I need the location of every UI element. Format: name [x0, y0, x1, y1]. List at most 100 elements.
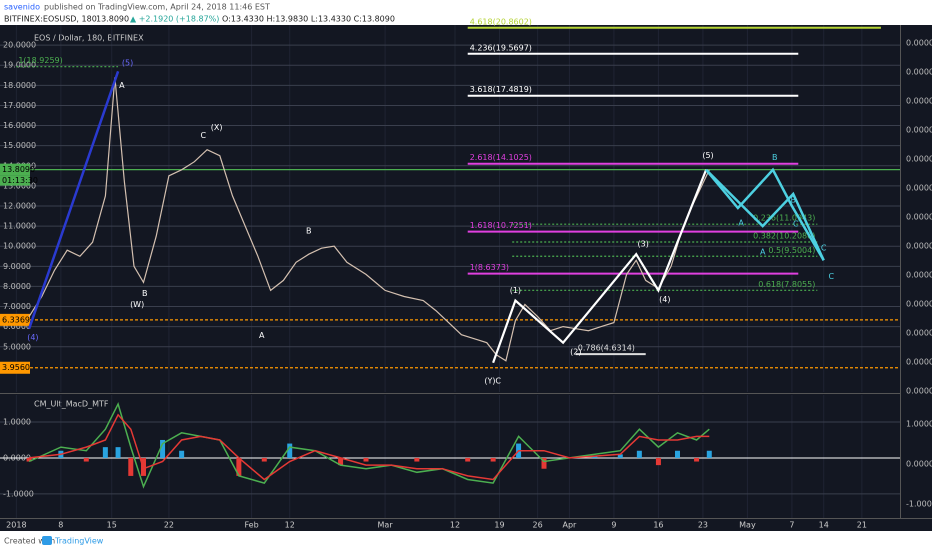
price-level-label: 3.9560 [2, 363, 30, 372]
x-tick-label: 15 [107, 521, 117, 530]
y-tick-label: 7.0000 [3, 302, 31, 311]
wave-label: (3) [637, 240, 648, 249]
histogram-bar [261, 457, 267, 462]
wave-label: C [200, 131, 206, 140]
histogram-bar [706, 450, 712, 458]
header-bg [0, 0, 932, 25]
line-series [492, 169, 708, 364]
histogram-bar [236, 457, 242, 476]
wave-label: (4) [27, 333, 38, 342]
brand[interactable]: TradingView [54, 537, 104, 546]
wave-label: C [793, 220, 799, 229]
right-axis-label: 0.0000 [906, 271, 932, 280]
y-tick-label: -1.0000 [3, 489, 34, 498]
histogram-bar [655, 457, 661, 466]
wave-label: C [495, 376, 501, 385]
right-axis-label: 0.0000 [906, 39, 932, 48]
histogram-bar [179, 450, 185, 458]
wave-label: (X) [211, 123, 223, 132]
x-tick-label: 14 [819, 521, 829, 530]
histogram-bar [541, 457, 547, 469]
symbol: BITFINEX:EOSUSD, 180 [4, 15, 97, 24]
fib-label: 4.236(19.5697) [470, 43, 532, 52]
right-axis-label: 0.0000 [906, 242, 932, 251]
x-tick-label: 7 [789, 521, 794, 530]
price-level-box [0, 361, 30, 374]
right-axis-label: 0.0000 [906, 184, 932, 193]
y-tick-label: 20.0000 [3, 41, 36, 50]
y-tick-label: 10.0000 [3, 242, 36, 251]
change: ▲ +2.1920 (+18.87%) [130, 15, 219, 24]
histogram-bar [414, 457, 420, 462]
right-axis-label: 0.0000 [906, 358, 932, 367]
countdown-box [0, 175, 30, 186]
histogram-bar [694, 457, 700, 462]
x-tick-label: 2018 [6, 521, 26, 530]
y-tick-label: 16.0000 [3, 121, 36, 130]
price-level-label: 6.3369 [2, 315, 30, 324]
line-series [28, 401, 710, 489]
wave-label: B [772, 153, 778, 162]
x-tick-label: May [739, 521, 756, 530]
x-tick-label: 9 [611, 521, 616, 530]
fib-label: 4.618(20.8602) [470, 17, 532, 26]
price-level-box [0, 163, 30, 176]
fib-label: 0.236(11.0943) [753, 214, 815, 223]
last-price: 13.8090 [96, 15, 129, 24]
wave-label: (Y) [484, 376, 495, 385]
wave-label: A [259, 331, 265, 340]
wave-label: (1) [510, 286, 521, 295]
histogram-bar [363, 457, 369, 462]
x-tick-label: 12 [450, 521, 460, 530]
y-tick-label: 11.0000 [3, 222, 36, 231]
line-series [705, 168, 825, 261]
y-tick-label: 1.0000 [3, 417, 31, 426]
histogram-bar [115, 447, 121, 458]
right-axis-label: 0.0000 [906, 329, 932, 338]
y-tick-label: 9.0000 [3, 262, 31, 271]
fib-label: 1(8.6373) [470, 263, 509, 272]
y-tick-label: 19.0000 [3, 61, 36, 70]
author[interactable]: savenido [4, 3, 40, 12]
x-tick-label: 21 [857, 521, 867, 530]
y-tick-label: 18.0000 [3, 81, 36, 90]
x-tick-label: Apr [563, 521, 578, 530]
histogram-bar [26, 457, 32, 462]
logo [42, 536, 52, 545]
price-level-box [0, 313, 30, 326]
line-series [705, 167, 825, 261]
y-tick-label: 12.0000 [3, 201, 36, 210]
countdown: 01:13:30 [2, 176, 38, 185]
histogram-bar [617, 454, 623, 458]
wave-label: (W) [130, 300, 144, 309]
fib-label: 2.618(14.1025) [470, 153, 532, 162]
x-tick-label: 23 [698, 521, 708, 530]
histogram-bar [675, 450, 680, 458]
y-tick-label: 15.0000 [3, 141, 36, 150]
x-tick-label: Mar [378, 521, 394, 530]
wave-label: C [829, 272, 835, 281]
right-axis-label: -1.0000 [906, 500, 932, 509]
wave-label: A [760, 248, 766, 257]
line-series [29, 413, 710, 481]
right-axis-label: 0.0000 [906, 300, 932, 309]
line-series [27, 70, 120, 330]
x-tick-label: 19 [494, 521, 504, 530]
chart-bg [0, 25, 932, 531]
histogram-bar [287, 443, 293, 458]
histogram-bar [83, 457, 89, 462]
wave-label: A [119, 81, 125, 90]
x-tick-label: 22 [164, 521, 174, 530]
fib-label: 1.618(10.7251) [470, 221, 532, 230]
created-with: Created with [4, 537, 55, 546]
histogram-bar [128, 457, 134, 476]
wave-label: B [142, 289, 148, 298]
right-axis-label: 0.0000 [906, 97, 932, 106]
wave-label: (5) [122, 59, 133, 68]
published: published on TradingView.com, April 24, … [44, 3, 270, 12]
x-tick-label: 12 [285, 521, 295, 530]
fib-label: 0.786(4.6314) [578, 344, 635, 353]
x-tick-label: 26 [533, 521, 543, 530]
ohlc: O:13.4330 H:13.9830 L:13.4330 C:13.8090 [222, 15, 395, 24]
